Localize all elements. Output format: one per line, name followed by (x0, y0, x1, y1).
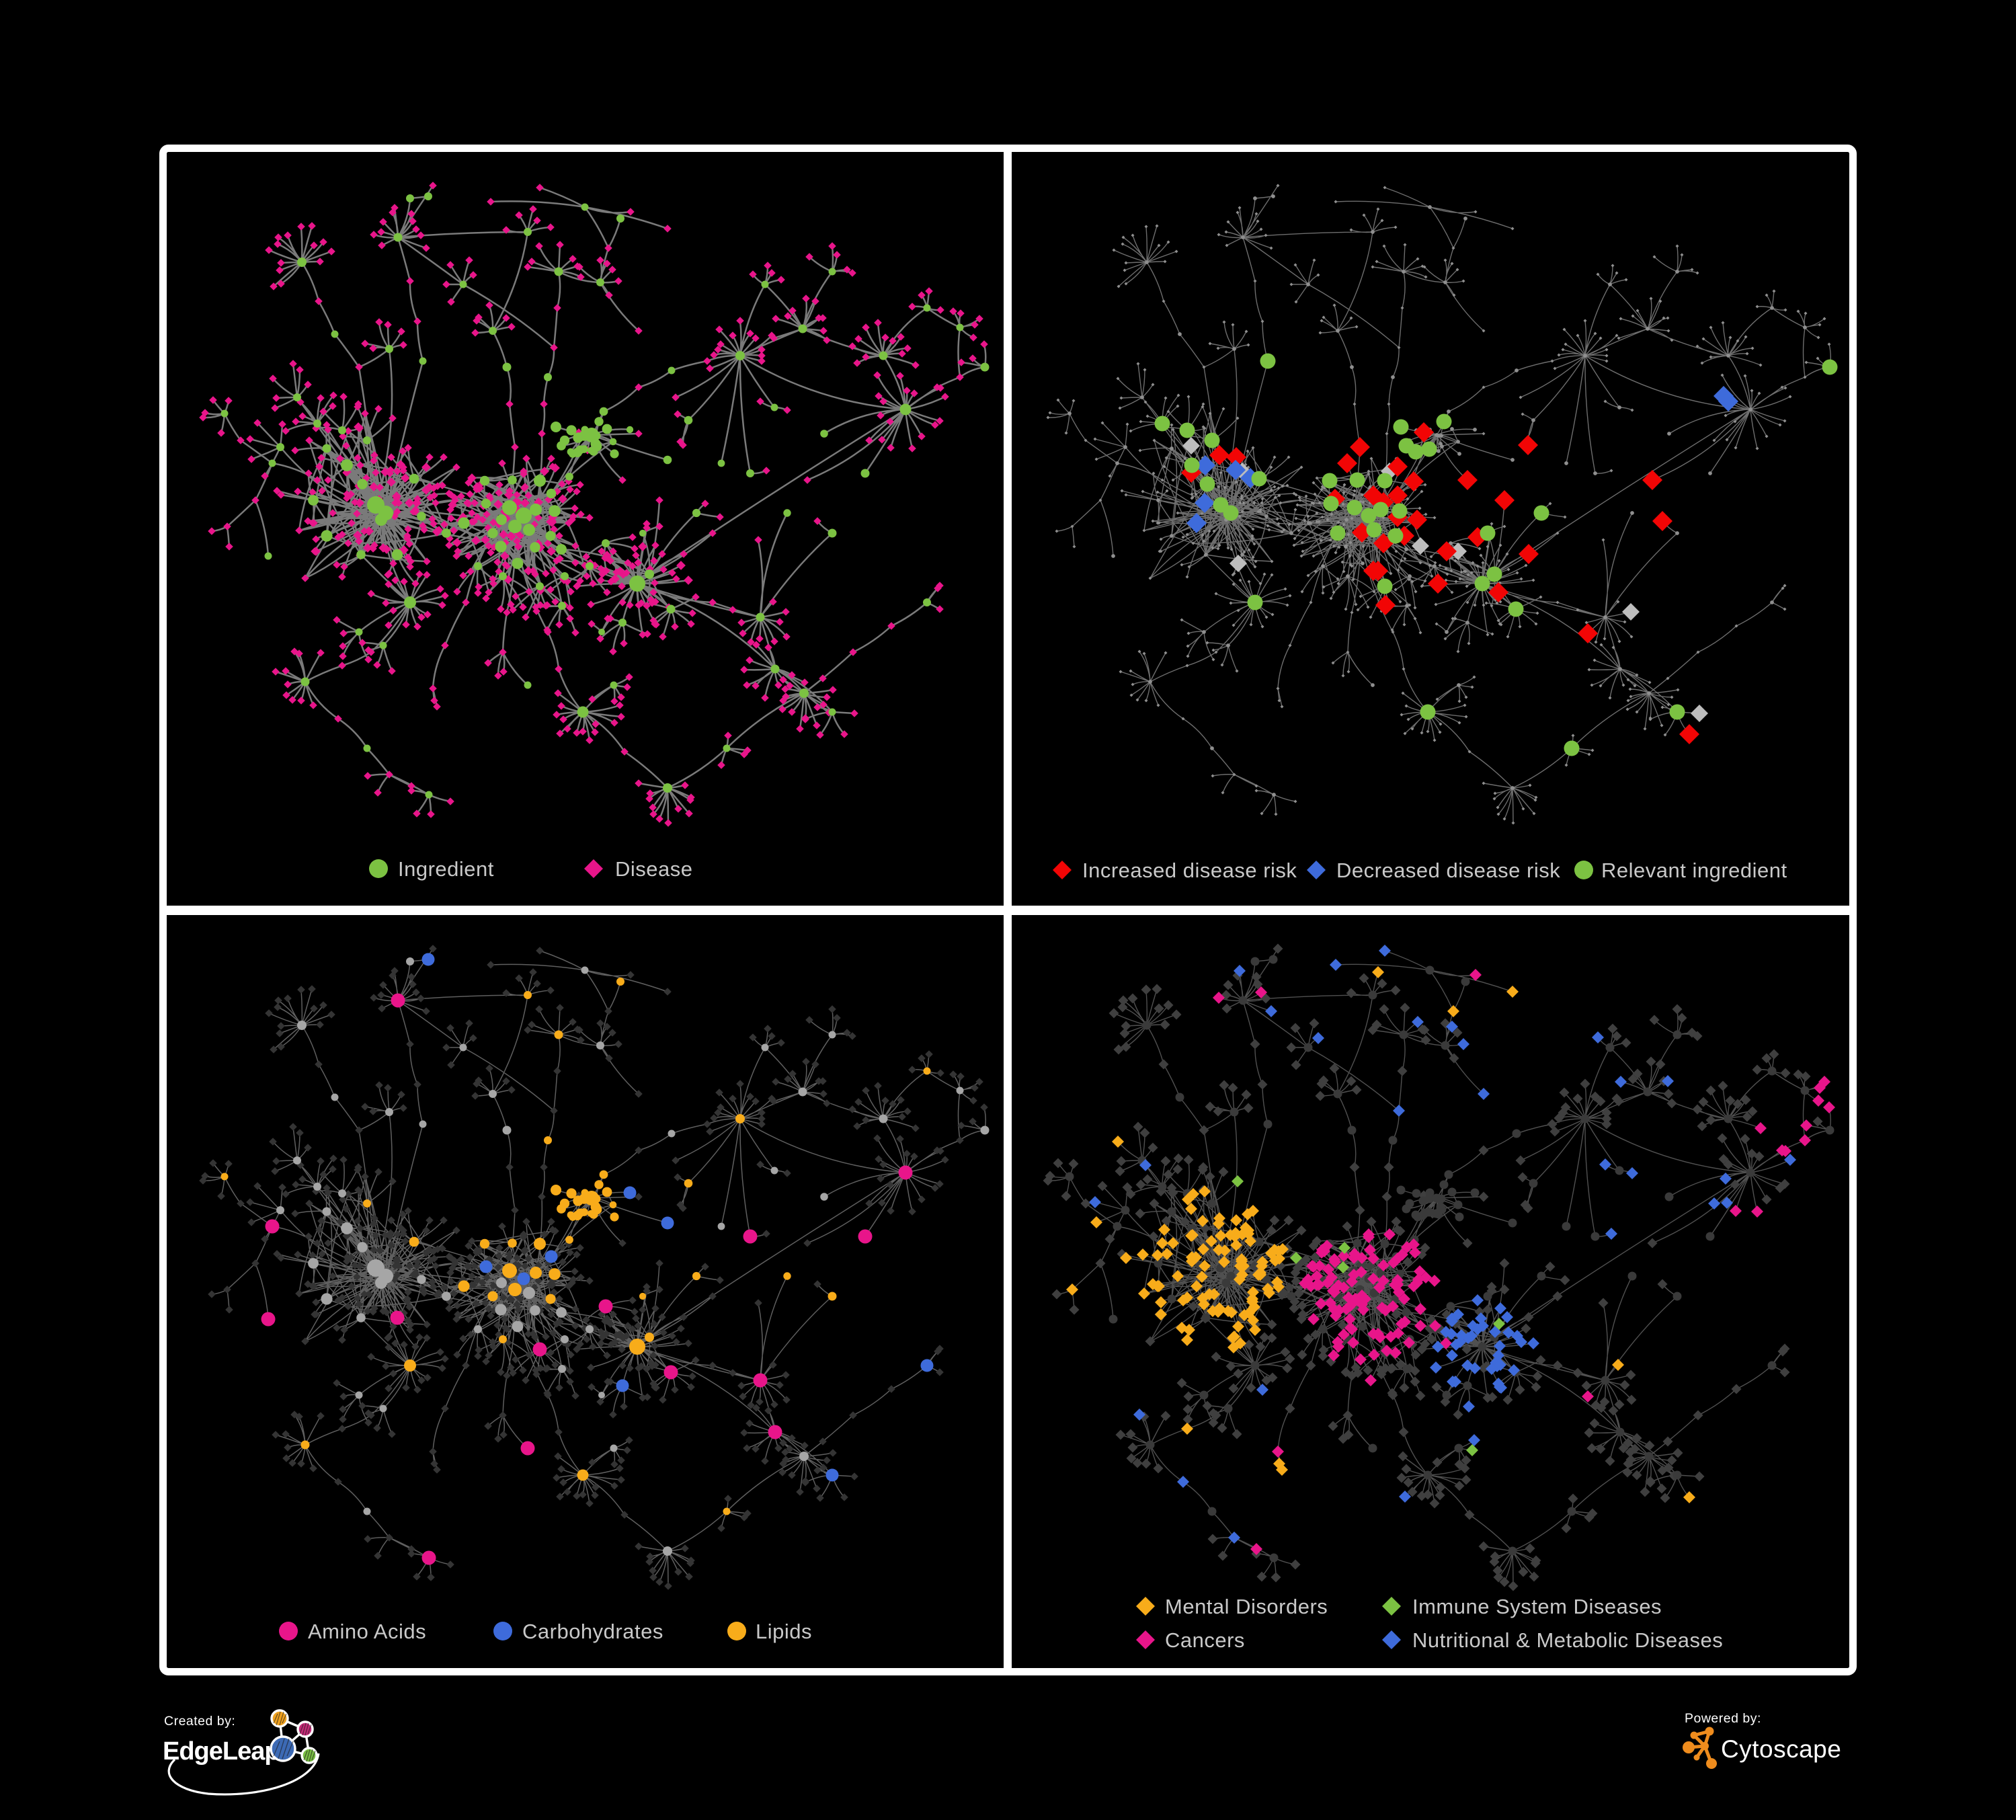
svg-text:Decreased disease risk: Decreased disease risk (1336, 859, 1560, 882)
svg-text:Ingredient: Ingredient (398, 857, 494, 881)
svg-text:Relevant ingredient: Relevant ingredient (1601, 859, 1787, 882)
svg-text:Cytoscape: Cytoscape (1721, 1735, 1841, 1763)
svg-text:Increased disease risk: Increased disease risk (1082, 859, 1297, 882)
svg-text:Created by:: Created by: (164, 1714, 235, 1729)
svg-text:Cancers: Cancers (1165, 1628, 1245, 1652)
svg-text:Nutritional & Metabolic Diseas: Nutritional & Metabolic Diseases (1412, 1628, 1723, 1652)
svg-text:Immune System Diseases: Immune System Diseases (1412, 1595, 1662, 1618)
svg-text:Powered by:: Powered by: (1685, 1711, 1761, 1726)
svg-text:EdgeLeap: EdgeLeap (163, 1737, 280, 1766)
svg-text:Carbohydrates: Carbohydrates (522, 1620, 663, 1643)
svg-text:Mental Disorders: Mental Disorders (1165, 1595, 1328, 1618)
svg-text:Amino Acids: Amino Acids (308, 1620, 426, 1643)
svg-text:Disease: Disease (615, 857, 693, 881)
svg-text:Lipids: Lipids (756, 1620, 812, 1643)
